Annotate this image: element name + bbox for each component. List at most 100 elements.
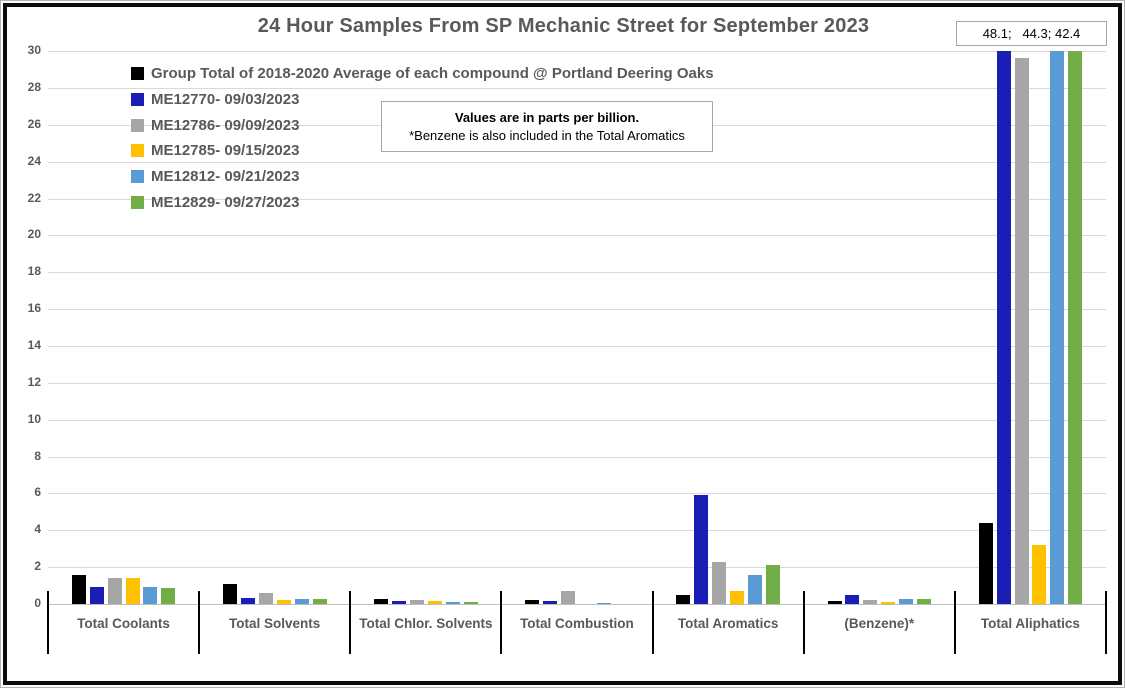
y-axis-tick-label: 10 — [27, 411, 41, 426]
bar-total-solvents-series-3 — [276, 600, 291, 604]
y-gridline — [48, 382, 1106, 384]
bar-total-aliphatics-series-1 — [996, 51, 1011, 604]
x-axis-line — [48, 604, 1106, 605]
y-gridline — [48, 419, 1106, 421]
bar-total-chlor-solvents-series-0 — [374, 598, 389, 604]
overflow-values-text: 48.1; 44.3; 42.4 — [982, 26, 1081, 41]
y-axis-tick-label: 0 — [34, 596, 41, 610]
bar-total-aliphatics-series-0 — [978, 522, 993, 604]
y-gridline — [48, 309, 1106, 311]
y-gridline — [48, 530, 1106, 532]
y-gridline — [48, 493, 1106, 495]
y-gridline — [48, 272, 1106, 274]
bar-total-solvents-series-1 — [240, 597, 255, 604]
category-separator — [198, 591, 201, 654]
bar-total-solvents-series-2 — [258, 592, 273, 604]
bar--benzene--series-3 — [881, 602, 896, 604]
category-separator — [802, 591, 805, 654]
bar--benzene--series-5 — [917, 599, 931, 604]
bar-total-coolants-series-0 — [71, 574, 86, 604]
x-axis-category-label: Total Coolants — [77, 616, 170, 631]
bar--benzene--series-4 — [899, 599, 914, 604]
bar-total-aromatics-series-0 — [676, 594, 691, 604]
y-axis-tick-label: 18 — [27, 264, 41, 279]
bar--benzene--series-1 — [845, 594, 860, 604]
bar-total-coolants-series-4 — [143, 586, 158, 604]
chart-title: 24 Hour Samples From SP Mechanic Street … — [257, 15, 870, 37]
bar-total-aliphatics-series-4 — [1050, 51, 1065, 604]
y-axis-tick-label: 2 — [34, 559, 41, 574]
bar-total-chlor-solvents-series-1 — [392, 601, 406, 604]
legend-label: ME12786- 09/09/2023 — [151, 116, 300, 134]
y-gridline — [48, 198, 1106, 200]
y-gridline — [48, 345, 1106, 347]
y-gridline — [48, 51, 1106, 52]
bar-total-aliphatics-series-5 — [1068, 51, 1083, 604]
note-box: Values are in parts per billion. *Benzen… — [381, 101, 713, 152]
bar-total-aromatics-series-3 — [730, 591, 745, 604]
y-axis-tick-label: 8 — [34, 448, 41, 463]
legend-label: ME12812- 09/21/2023 — [151, 168, 300, 186]
bar-total-aromatics-series-4 — [748, 574, 762, 604]
bar-total-combustion-series-2 — [561, 591, 575, 604]
legend-label: ME12770- 09/03/2023 — [151, 91, 300, 109]
note-units-text: Values are in parts per billion. — [454, 110, 640, 125]
bar-total-combustion-series-0 — [525, 600, 540, 604]
legend-item: ME12770- 09/03/2023 — [131, 87, 714, 113]
bar-total-aliphatics-series-2 — [1014, 58, 1029, 604]
legend: Group Total of 2018-2020 Average of each… — [131, 61, 714, 215]
y-gridline — [48, 567, 1106, 569]
y-axis-tick-label: 26 — [27, 116, 41, 131]
x-axis-category-label: Total Aliphatics — [980, 616, 1080, 631]
bar-total-coolants-series-1 — [89, 587, 104, 604]
category-separator — [500, 591, 503, 654]
category-separator — [953, 591, 956, 654]
y-axis-tick-label: 4 — [34, 522, 41, 537]
legend-label: Group Total of 2018-2020 Average of each… — [151, 65, 714, 83]
x-axis-category-label: Total Combustion — [520, 616, 634, 631]
x-axis-category-label: (Benzene)* — [844, 616, 915, 631]
legend-swatch-icon — [131, 67, 144, 81]
legend-item: ME12785- 09/15/2023 — [131, 138, 714, 164]
y-axis-tick-label: 30 — [27, 43, 41, 57]
note-benzene-text: *Benzene is also included in the Total A… — [409, 128, 685, 143]
legend-item: ME12829- 09/27/2023 — [131, 189, 714, 215]
bar-total-solvents-series-5 — [312, 598, 327, 604]
y-gridline — [48, 456, 1106, 458]
x-axis-category-label: Total Solvents — [229, 616, 321, 631]
legend-item: ME12786- 09/09/2023 — [131, 112, 714, 138]
x-axis-category-label: Total Aromatics — [677, 616, 779, 631]
overflow-values-box: 48.1; 44.3; 42.4 — [956, 21, 1107, 46]
bar--benzene--series-2 — [863, 600, 878, 604]
bar-total-aromatics-series-2 — [712, 561, 727, 604]
legend-swatch-icon — [131, 93, 144, 107]
category-separator — [1105, 591, 1107, 654]
y-gridline — [48, 235, 1106, 237]
category-separator — [651, 591, 654, 654]
bar-total-combustion-series-1 — [543, 601, 558, 604]
bar-total-chlor-solvents-series-3 — [427, 601, 442, 604]
legend-label: ME12829- 09/27/2023 — [151, 193, 300, 211]
bar-total-solvents-series-0 — [223, 583, 237, 604]
y-axis-tick-label: 22 — [27, 190, 41, 205]
legend-label: ME12785- 09/15/2023 — [151, 142, 300, 160]
y-axis-tick-label: 20 — [27, 227, 41, 242]
legend-swatch-icon — [131, 195, 144, 209]
category-separator — [47, 591, 49, 654]
y-axis-tick-label: 12 — [27, 374, 41, 389]
y-axis-tick-label: 6 — [34, 485, 41, 500]
bar-total-coolants-series-2 — [107, 578, 122, 604]
y-gridline — [48, 161, 1106, 163]
bar-total-chlor-solvents-series-4 — [445, 602, 460, 604]
y-axis-tick-label: 16 — [27, 301, 41, 316]
bar-total-aromatics-series-1 — [694, 495, 709, 604]
bar-total-chlor-solvents-series-2 — [409, 600, 424, 604]
y-axis-tick-label: 28 — [27, 79, 41, 94]
legend-swatch-icon — [131, 170, 144, 184]
legend-item: ME12812- 09/21/2023 — [131, 164, 714, 190]
bar-total-solvents-series-4 — [294, 599, 309, 604]
legend-swatch-icon — [131, 118, 144, 132]
bar-total-aliphatics-series-3 — [1032, 545, 1047, 604]
y-gridline — [48, 87, 1106, 89]
